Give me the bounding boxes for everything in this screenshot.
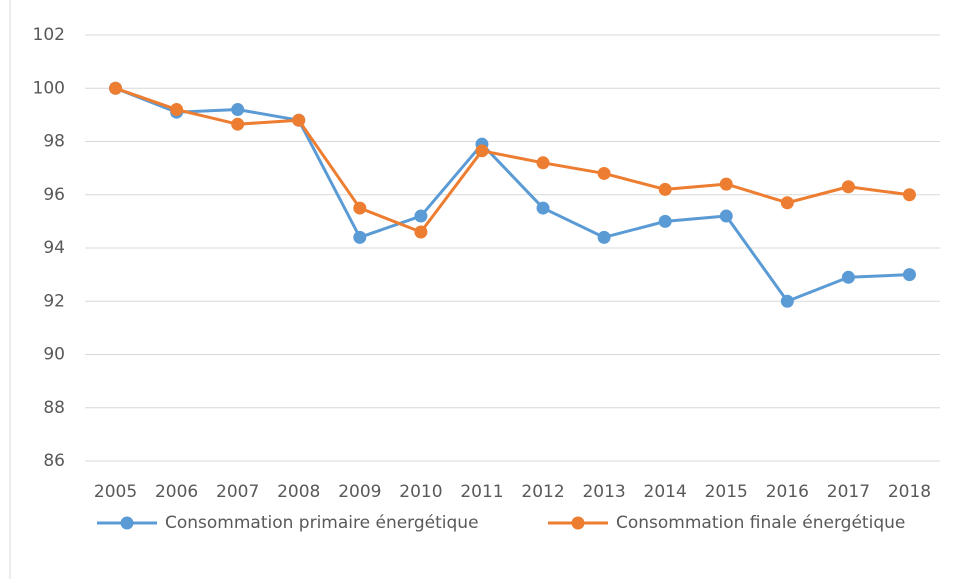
data-point — [658, 182, 672, 196]
data-point — [170, 103, 184, 117]
data-point — [841, 180, 855, 194]
data-point — [353, 201, 367, 215]
y-tick-label: 94 — [43, 238, 65, 258]
data-point — [414, 225, 428, 239]
data-point — [109, 81, 123, 95]
x-tick-label: 2012 — [521, 482, 564, 502]
x-tick-label: 2018 — [888, 482, 931, 502]
data-point — [719, 209, 733, 223]
data-point — [414, 209, 428, 223]
y-tick-label: 98 — [43, 132, 65, 152]
data-point — [719, 177, 733, 191]
x-tick-label: 2015 — [705, 482, 748, 502]
x-tick-label: 2013 — [582, 482, 625, 502]
y-tick-label: 92 — [43, 291, 65, 311]
x-tick-label: 2016 — [766, 482, 809, 502]
x-tick-label: 2010 — [399, 482, 442, 502]
data-point — [841, 270, 855, 284]
data-point — [780, 294, 794, 308]
x-tick-label: 2008 — [277, 482, 320, 502]
series-line — [114, 86, 910, 303]
legend-swatch-marker — [571, 516, 585, 530]
y-tick-label: 88 — [43, 398, 65, 418]
y-tick-label: 90 — [43, 345, 65, 365]
data-point — [536, 156, 550, 170]
data-point — [597, 230, 611, 244]
data-point — [658, 214, 672, 228]
y-tick-label: 96 — [43, 185, 65, 205]
data-point — [597, 166, 611, 180]
data-point — [353, 230, 367, 244]
legend-label: Consommation finale énergétique — [616, 513, 905, 533]
legend-swatch-marker — [120, 516, 134, 530]
x-tick-label: 2005 — [94, 482, 137, 502]
data-point — [231, 103, 245, 117]
x-tick-label: 2007 — [216, 482, 259, 502]
series-line — [115, 86, 910, 234]
data-point — [902, 188, 916, 202]
data-point — [902, 268, 916, 282]
y-tick-label: 86 — [43, 451, 65, 471]
legend-label: Consommation primaire énergétique — [165, 513, 479, 533]
y-tick-label: 102 — [33, 25, 65, 45]
data-point — [780, 196, 794, 210]
x-tick-label: 2014 — [644, 482, 687, 502]
x-tick-label: 2009 — [338, 482, 381, 502]
data-point — [536, 201, 550, 215]
data-point — [475, 144, 489, 158]
data-point — [231, 117, 245, 131]
x-tick-label: 2017 — [827, 482, 870, 502]
y-tick-label: 100 — [33, 78, 65, 98]
x-tick-label: 2006 — [155, 482, 198, 502]
x-tick-label: 2011 — [460, 482, 503, 502]
data-point — [292, 113, 306, 127]
